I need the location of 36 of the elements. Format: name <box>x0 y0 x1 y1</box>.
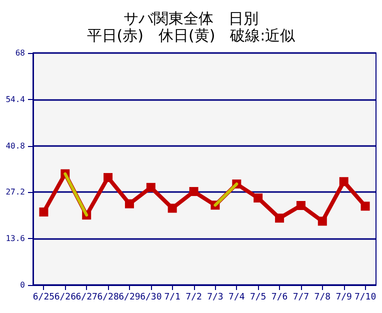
y-tick-label: 13.6 <box>6 234 26 244</box>
x-tick-label: 7/10 <box>354 292 376 302</box>
x-tick-label: 6/26 <box>54 292 76 302</box>
point <box>318 216 327 226</box>
x-tick-label: 6/25 <box>32 292 55 302</box>
point <box>124 199 134 208</box>
point <box>254 194 263 202</box>
y-tick-label: 68 <box>15 48 26 58</box>
point <box>146 182 156 192</box>
y-tick-label: 54.4 <box>6 94 26 104</box>
point <box>168 204 177 213</box>
x-tick-label: 7/9 <box>336 292 352 302</box>
y-tick-label: 27.2 <box>6 188 26 197</box>
point <box>296 201 306 210</box>
x-tick-label: 7/8 <box>314 292 331 302</box>
x-tick-label: 7/6 <box>271 292 288 302</box>
x-tick-label: 7/3 <box>207 292 224 302</box>
x-tick-label: 6/29 <box>118 292 140 302</box>
x-tick-label: 6/28 <box>97 292 119 302</box>
chart-title: サバ関東全体 日別 <box>124 10 258 28</box>
point <box>275 214 284 223</box>
point <box>339 177 348 186</box>
x-tick-label: 6/30 <box>140 292 162 302</box>
chart-subtitle: 平日(赤) 休日(黄) 破線:近似 <box>86 26 296 44</box>
x-tick-label: 7/4 <box>228 292 245 302</box>
x-tick-label: 7/1 <box>164 292 180 302</box>
y-tick-label: 0 <box>20 280 26 290</box>
x-tick-label: 6/27 <box>76 292 98 302</box>
x-tick-label: 7/2 <box>186 292 202 302</box>
point <box>189 187 198 196</box>
point <box>39 207 48 216</box>
y-tick-label: 40.8 <box>6 141 26 150</box>
x-tick-label: 7/7 <box>292 292 310 302</box>
x-tick-label: 7/5 <box>250 292 266 302</box>
point <box>360 202 370 211</box>
point <box>104 173 113 182</box>
